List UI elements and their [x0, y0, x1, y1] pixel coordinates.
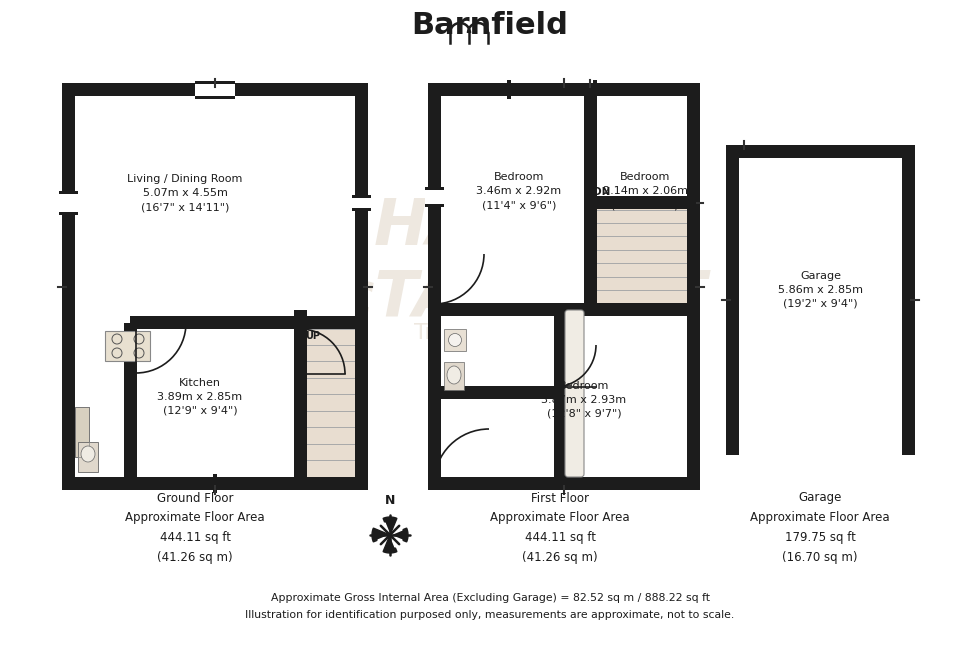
Text: Kitchen
3.89m x 2.85m
(12'9" x 9'4"): Kitchen 3.89m x 2.85m (12'9" x 9'4") — [158, 377, 243, 415]
Text: Trusted  1947: Trusted 1947 — [414, 323, 566, 343]
Polygon shape — [390, 523, 402, 535]
Bar — [428, 83, 700, 96]
Ellipse shape — [449, 334, 462, 347]
FancyBboxPatch shape — [565, 310, 584, 477]
Bar — [596, 250, 687, 251]
Polygon shape — [390, 528, 408, 542]
Bar — [75, 407, 89, 457]
Bar — [62, 83, 75, 490]
Bar — [306, 345, 355, 346]
Bar — [306, 427, 355, 428]
Bar — [425, 204, 444, 206]
Polygon shape — [378, 535, 390, 547]
Text: Bedroom
2.14m x 2.06m
(7'0" x 6'9"): Bedroom 2.14m x 2.06m (7'0" x 6'9") — [603, 172, 688, 210]
Bar — [306, 460, 355, 461]
Text: UP: UP — [305, 331, 320, 341]
Text: Barnfield: Barnfield — [412, 10, 568, 39]
Bar — [306, 328, 355, 330]
Text: Bedroom
3.87m x 2.93m
(12'8" x 9'7"): Bedroom 3.87m x 2.93m (12'8" x 9'7") — [541, 381, 626, 419]
Polygon shape — [372, 528, 390, 542]
Bar — [596, 223, 687, 224]
Polygon shape — [383, 517, 397, 535]
Bar — [306, 378, 355, 379]
Bar — [596, 236, 687, 237]
Bar — [428, 83, 441, 490]
Bar — [726, 145, 915, 455]
Bar — [195, 96, 235, 99]
Bar — [444, 329, 466, 351]
Bar — [596, 263, 687, 264]
Bar — [195, 81, 235, 84]
Bar — [352, 195, 371, 198]
Text: First Floor
Approximate Floor Area
444.11 sq ft
(41.26 sq m): First Floor Approximate Floor Area 444.1… — [490, 492, 630, 564]
Bar — [62, 83, 368, 490]
Bar — [62, 83, 368, 96]
Bar — [294, 310, 307, 477]
Bar — [902, 145, 915, 455]
Polygon shape — [378, 523, 390, 535]
Bar — [78, 442, 98, 472]
Bar — [294, 316, 355, 329]
Bar — [352, 195, 371, 211]
Bar — [596, 203, 687, 304]
Text: Approximate Gross Internal Area (Excluding Garage) = 82.52 sq m / 888.22 sq ft: Approximate Gross Internal Area (Excludi… — [270, 593, 710, 603]
Bar — [352, 208, 371, 211]
Bar — [687, 83, 700, 490]
Text: DN: DN — [593, 187, 611, 197]
Bar — [130, 316, 368, 329]
Ellipse shape — [81, 446, 95, 462]
Bar — [596, 277, 687, 278]
Bar — [726, 442, 915, 455]
Bar — [195, 80, 235, 99]
Bar — [739, 442, 902, 455]
Bar — [124, 323, 137, 477]
Bar — [75, 407, 89, 457]
Bar — [306, 411, 355, 412]
Bar — [590, 196, 687, 209]
Bar — [584, 83, 597, 310]
Bar — [306, 361, 355, 362]
Text: HASSL
McTAGGART: HASSL McTAGGART — [273, 196, 707, 330]
Bar — [428, 477, 700, 490]
Bar — [105, 331, 150, 361]
Bar — [554, 310, 567, 477]
Text: Ground Floor
Approximate Floor Area
444.11 sq ft
(41.26 sq m): Ground Floor Approximate Floor Area 444.… — [125, 492, 265, 564]
Text: Illustration for identification purposed only, measurements are approximate, not: Illustration for identification purposed… — [245, 610, 735, 620]
Text: Garage
Approximate Floor Area
179.75 sq ft
(16.70 sq m): Garage Approximate Floor Area 179.75 sq … — [750, 492, 890, 564]
Polygon shape — [390, 535, 402, 547]
Bar — [59, 191, 78, 194]
Bar — [355, 83, 368, 490]
Bar — [425, 187, 444, 206]
Bar — [726, 145, 915, 158]
Bar — [75, 329, 130, 477]
Bar — [596, 290, 687, 291]
Text: N: N — [385, 494, 395, 507]
Bar — [306, 329, 355, 477]
Bar — [306, 443, 355, 445]
Bar — [444, 362, 464, 390]
Bar — [441, 386, 560, 399]
Bar — [554, 310, 567, 477]
Text: Garage
5.86m x 2.85m
(19'2" x 9'4"): Garage 5.86m x 2.85m (19'2" x 9'4") — [778, 271, 863, 309]
Bar — [593, 80, 597, 99]
Ellipse shape — [447, 366, 461, 384]
Bar — [306, 394, 355, 395]
Bar — [62, 477, 368, 490]
Text: Bedroom
3.46m x 2.92m
(11'4" x 9'6"): Bedroom 3.46m x 2.92m (11'4" x 9'6") — [476, 172, 562, 210]
Bar — [59, 191, 78, 215]
Bar — [507, 80, 511, 99]
Bar — [584, 203, 597, 310]
Bar — [428, 303, 700, 316]
Bar — [425, 187, 444, 189]
Bar — [428, 83, 700, 490]
Bar — [59, 212, 78, 215]
Text: Living / Dining Room
5.07m x 4.55m
(16'7" x 14'11"): Living / Dining Room 5.07m x 4.55m (16'7… — [127, 174, 243, 212]
Bar — [213, 474, 217, 493]
Bar — [726, 145, 739, 455]
Polygon shape — [383, 535, 397, 553]
